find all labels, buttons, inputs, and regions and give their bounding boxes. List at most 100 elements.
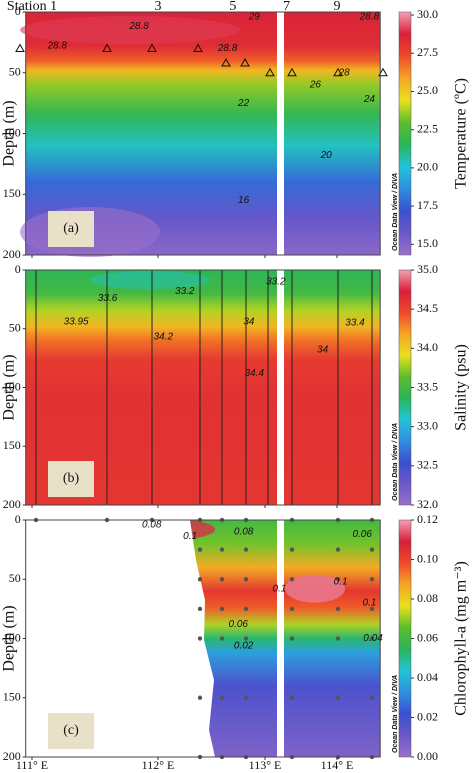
contour-label: 28.8 xyxy=(359,12,380,23)
contour-label: 29 xyxy=(248,12,261,23)
contour-label: 0.08 xyxy=(142,519,162,530)
contour-label: 33.2 xyxy=(175,286,195,297)
panel-label-box xyxy=(48,713,94,749)
contour-label: 28.8 xyxy=(46,41,67,52)
contour-label: 0.1 xyxy=(183,531,197,542)
sample-dot xyxy=(243,577,249,582)
contour-label: 34.2 xyxy=(154,332,174,343)
sample-dot xyxy=(335,606,341,612)
contour-label: 33.2 xyxy=(266,276,286,287)
field-patch xyxy=(20,16,240,44)
section-gap xyxy=(277,12,284,255)
colorbar-tick-label: 0.06 xyxy=(417,630,438,644)
field-patch xyxy=(285,574,345,603)
contour-label: 28.8 xyxy=(128,21,149,32)
station-marker xyxy=(193,43,203,52)
colorbar-tick-label: 0.02 xyxy=(417,709,438,723)
y-axis-label: Depth (m) xyxy=(1,100,18,166)
sample-dot xyxy=(197,695,203,700)
colorbar-tick-label: 0.10 xyxy=(417,551,438,565)
panel-label-box xyxy=(48,211,94,247)
panel-label: (b) xyxy=(63,471,80,486)
y-tick-label: 100 xyxy=(3,125,21,139)
sample-dot xyxy=(197,636,203,641)
station-label: 9 xyxy=(334,0,341,14)
section-gap xyxy=(277,270,284,505)
contour-label: 0.06 xyxy=(352,529,372,540)
colorbar-tick-label: 34.0 xyxy=(417,340,438,354)
y-tick-label: 50 xyxy=(9,65,21,79)
sample-dot xyxy=(243,547,249,552)
y-tick-label: 100 xyxy=(3,379,21,393)
sample-dot xyxy=(289,606,295,612)
contour-label: 0.1 xyxy=(334,576,348,587)
sample-dot xyxy=(369,695,375,700)
sample-dot xyxy=(219,606,225,612)
station-marker xyxy=(333,67,343,77)
contour-label: 34 xyxy=(243,316,255,327)
station-marker xyxy=(221,58,231,67)
colorbar xyxy=(398,11,412,256)
sample-dot xyxy=(243,695,249,700)
colorbar-tick-label: 0.00 xyxy=(417,749,438,763)
sample-dot xyxy=(369,577,375,582)
sample-dot xyxy=(335,636,341,641)
colorbar-tick-label: 0.04 xyxy=(417,670,438,684)
contour-label: 28.8 xyxy=(217,43,238,54)
x-tick-label: 113° E xyxy=(249,758,282,772)
contour-label: 20 xyxy=(320,150,333,161)
contour-label: 33.4 xyxy=(345,318,365,329)
colorbar xyxy=(398,519,412,758)
colorbar-tick-label: 0.12 xyxy=(417,512,438,526)
station-label: Station 1 xyxy=(7,0,57,14)
y-tick-label: 0 xyxy=(15,262,21,276)
y-tick-label: 0 xyxy=(15,4,21,18)
sample-dot xyxy=(219,577,225,582)
colorbar-tick-label: 25.0 xyxy=(417,83,438,97)
colorbar-tick-label: 30.0 xyxy=(417,7,438,21)
colorbar-label: Temperature (ºC) xyxy=(453,78,470,189)
station-marker xyxy=(265,67,275,77)
colorbar-label: Chlorophyll-a (mg m⁻³) xyxy=(453,561,470,716)
sample-dot xyxy=(219,695,225,700)
station-marker xyxy=(287,67,297,77)
sample-dot xyxy=(289,695,295,700)
contour-label: 24 xyxy=(363,94,376,105)
contour-label: 22 xyxy=(237,98,250,109)
colorbar-tick-label: 20.0 xyxy=(417,160,438,174)
x-tick-label: 111° E xyxy=(16,758,48,772)
section-gap xyxy=(277,520,284,757)
sample-dot xyxy=(243,636,249,641)
colorbar-tick-label: 35.0 xyxy=(417,262,438,276)
contour-label: 33.95 xyxy=(64,316,89,327)
colorbar xyxy=(398,269,412,506)
sample-dot xyxy=(289,547,295,552)
contour-label: 34.4 xyxy=(245,368,265,379)
contour-label: 33.6 xyxy=(98,293,118,304)
sample-dot xyxy=(197,606,203,612)
sample-dot xyxy=(369,636,375,641)
panel-label: (a) xyxy=(63,221,79,236)
colorbar-tick-label: 33.0 xyxy=(417,418,438,432)
y-tick-label: 50 xyxy=(9,321,21,335)
contour-label: 26 xyxy=(309,80,322,91)
station-marker xyxy=(15,43,25,52)
colorbar-tick-label: 32.0 xyxy=(417,497,438,511)
contour-label: 0.02 xyxy=(234,640,254,651)
contour-label: 16 xyxy=(238,195,250,206)
x-tick-label: 112° E xyxy=(142,758,175,772)
y-tick-label: 50 xyxy=(9,571,21,585)
field-patch xyxy=(90,271,210,289)
station-label: 5 xyxy=(229,0,236,14)
station-marker xyxy=(378,67,388,77)
sample-dot xyxy=(197,547,203,552)
y-tick-label: 200 xyxy=(3,497,21,511)
y-axis-label: Depth (m) xyxy=(1,605,18,671)
colorbar-tick-label: 32.5 xyxy=(417,458,438,472)
sample-dot xyxy=(335,577,341,582)
sample-dot xyxy=(289,577,295,582)
contour-label: 0.1 xyxy=(272,583,286,594)
sample-dot xyxy=(289,636,295,641)
colorbar-tick-label: 34.5 xyxy=(417,301,438,315)
contour-label: 0.06 xyxy=(229,619,249,630)
